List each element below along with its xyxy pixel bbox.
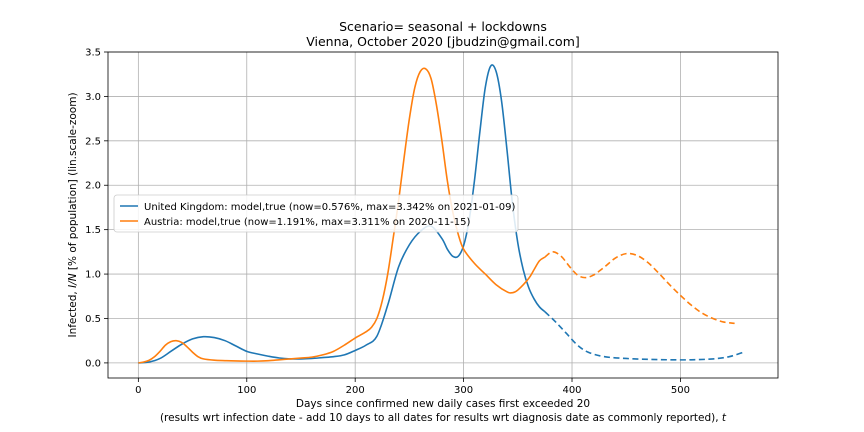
y-axis-label-suffix: [% of population] (lin.scale-zoom) (67, 92, 79, 273)
series-line-austria (138, 67, 546, 364)
plot-frame (107, 51, 779, 379)
y-tick-label: 2.0 (85, 181, 101, 192)
x-tick-label: 500 (671, 385, 690, 396)
x-tick-label: 300 (454, 385, 473, 396)
x-axis-label-note: (results wrt infection date - add 10 day… (160, 412, 727, 424)
y-tick-label: 3.5 (85, 48, 101, 59)
chart-title: Scenario= seasonal + lockdowns (339, 19, 547, 34)
y-tick-label: 3.0 (85, 92, 101, 103)
y-axis-label-prefix: Infected, (67, 288, 79, 338)
legend-label-uk: United Kingdom: model,true (now=0.576%, … (144, 202, 515, 213)
x-axis-ticks: 0 100 200 300 400 500 (135, 378, 690, 396)
x-tick-label: 0 (135, 385, 141, 396)
chart-subtitle: Vienna, October 2020 [jbudzin@gmail.com] (306, 34, 580, 49)
series-forecast-line-uk (544, 311, 744, 361)
legend: United Kingdom: model,true (now=0.576%, … (113, 194, 519, 233)
y-tick-label: 1.5 (85, 225, 101, 236)
x-tick-label: 200 (346, 385, 365, 396)
y-axis-ticks: 0.0 0.5 1.0 1.5 2.0 2.5 3.0 3.5 (85, 48, 108, 369)
x-tick-label: 400 (562, 385, 581, 396)
series-line-uk (138, 64, 546, 364)
x-axis-label: Days since confirmed new daily cases fir… (296, 398, 590, 410)
y-tick-label: 0.5 (85, 314, 101, 325)
x-axis-label-note-var: t (722, 412, 727, 424)
gridlines (108, 51, 778, 378)
y-axis-label-var: I/N (67, 273, 79, 288)
legend-label-austria: Austria: model,true (now=1.191%, max=3.3… (144, 217, 471, 228)
y-tick-label: 2.5 (85, 136, 101, 147)
x-tick-label: 100 (237, 385, 256, 396)
y-axis-label: Infected, I/N [% of population] (lin.sca… (67, 92, 79, 337)
series-forecast-line-austria (544, 251, 735, 325)
y-tick-label: 0.0 (85, 358, 101, 369)
y-tick-label: 1.0 (85, 270, 101, 281)
series-lines (138, 64, 744, 364)
x-axis-label-note-text: (results wrt infection date - add 10 day… (160, 412, 722, 424)
legend-box (113, 194, 519, 233)
